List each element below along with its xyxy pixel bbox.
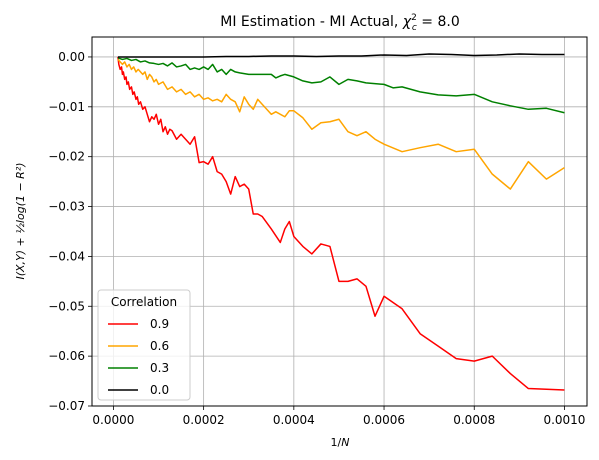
legend-label: 0.3 (150, 361, 169, 375)
series-line-0-0 (117, 53, 565, 58)
legend-title: Correlation (111, 295, 177, 309)
x-tick-label: 0.0000 (92, 413, 134, 427)
y-tick-label: −0.02 (48, 150, 85, 164)
y-tick-label: −0.05 (48, 299, 85, 313)
x-tick-label: 0.0006 (363, 413, 405, 427)
series-line-0-6 (117, 58, 565, 190)
series-line-0-9 (117, 56, 565, 391)
legend-items: 0.9 0.6 0.3 0.0 (108, 317, 169, 397)
y-axis-label: I(X,Y) + ½log(1 − R²) (14, 162, 27, 279)
y-tick-label: −0.03 (48, 200, 85, 214)
x-tick-label: 0.0008 (453, 413, 495, 427)
x-tick-label: 0.0010 (543, 413, 585, 427)
y-tick-label: −0.07 (48, 399, 85, 413)
series-lines (117, 53, 565, 391)
y-tick-label: −0.01 (48, 100, 85, 114)
y-tick-label: 0.00 (58, 50, 85, 64)
x-axis-ticks: 0.0000 0.0002 0.0004 0.0006 0.0008 0.0010 (92, 406, 585, 427)
x-tick-label: 0.0004 (273, 413, 315, 427)
plot-frame (91, 36, 588, 407)
legend-label: 0.0 (150, 383, 169, 397)
y-tick-label: −0.06 (48, 349, 85, 363)
chart-title: MI Estimation - MI Actual, χ2 c = 8.0 (220, 13, 459, 33)
x-tick-label: 0.0002 (183, 413, 225, 427)
legend-label: 0.6 (150, 339, 169, 353)
legend-label: 0.9 (150, 317, 169, 331)
y-tick-label: −0.04 (48, 249, 85, 263)
legend-box (97, 289, 191, 401)
series-line-0-3 (117, 57, 565, 114)
x-axis-label: 1/N (331, 436, 350, 449)
y-axis-ticks: 0.00 −0.01 −0.02 −0.03 −0.04 −0.05 −0.06 −0.07 (48, 50, 92, 413)
legend: Correlation 0.9 0.6 0.3 0.0 (97, 289, 191, 401)
